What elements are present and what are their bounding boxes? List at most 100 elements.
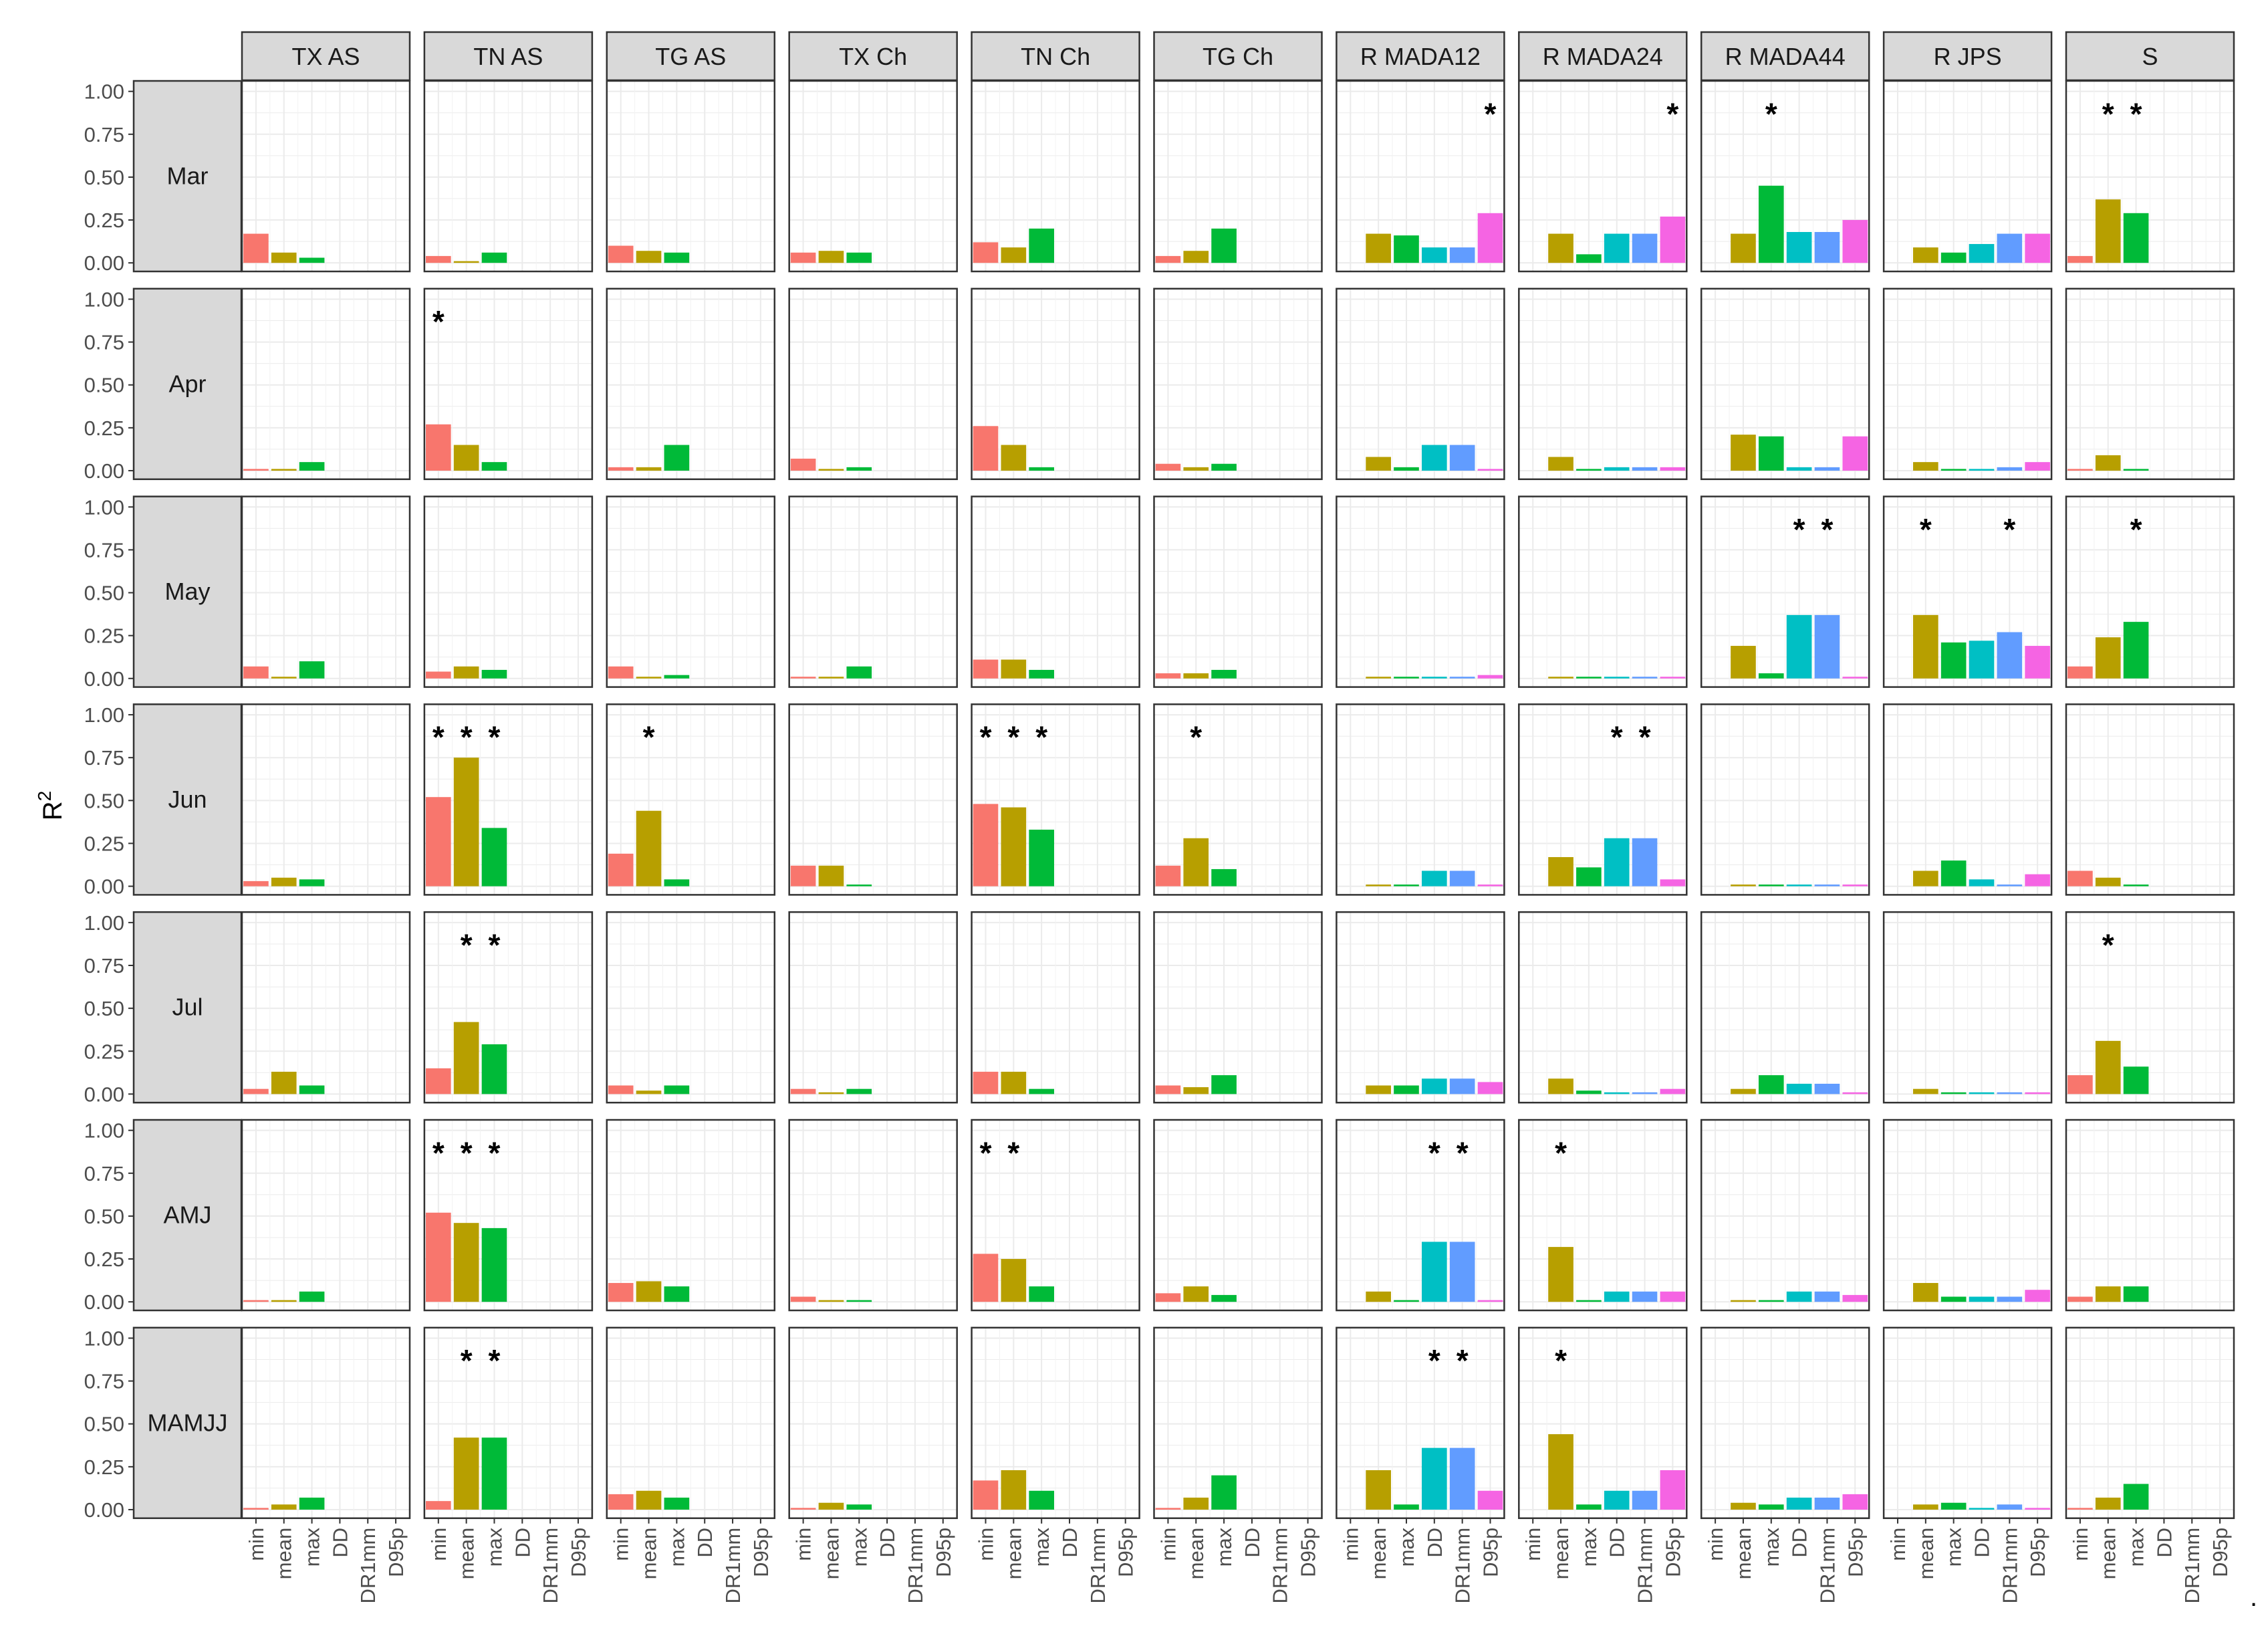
bar-mean <box>1366 457 1391 471</box>
panel-bars <box>2067 1286 2149 1302</box>
significance-star: * <box>1007 1135 1019 1170</box>
panel-bars <box>1366 1242 1503 1302</box>
facet-panel <box>606 287 776 481</box>
facet-panel <box>241 80 411 273</box>
facet-panel <box>241 287 411 481</box>
x-tick-label: max <box>1760 1527 1783 1566</box>
panel-gridlines <box>971 496 1140 687</box>
bar-mean <box>1001 807 1027 887</box>
panel-bars <box>1913 233 2051 263</box>
bar-max <box>2123 1286 2149 1302</box>
facet-panel: * * * <box>971 703 1140 896</box>
bar-min <box>243 469 269 471</box>
panel-gridlines <box>789 1327 957 1518</box>
panel-gridlines <box>1701 1120 1870 1310</box>
panel-border <box>241 80 411 273</box>
row-strip-bg <box>132 1119 243 1312</box>
x-axis-labels: min mean max DD DR1mm D95p <box>1521 1518 1684 1603</box>
panel-gridlines <box>1336 704 1505 895</box>
x-tick-label: D95p <box>1661 1528 1684 1577</box>
panel-stars: * * <box>1428 1343 1469 1378</box>
panel-border <box>1336 1119 1505 1312</box>
panel-gridlines <box>2066 704 2234 895</box>
significance-star: * <box>489 720 501 755</box>
panel-border <box>1882 911 2053 1104</box>
bar-min <box>608 467 634 471</box>
y-tick-label: 1.00 <box>84 1326 124 1350</box>
panel-stars: * <box>2130 512 2142 547</box>
significance-star: * <box>643 720 655 755</box>
y-axis-ticks: 1.00 0.75 0.50 0.25 0.00 <box>84 80 134 275</box>
bar-max <box>846 666 872 679</box>
y-tick-label: 0.00 <box>84 1290 124 1314</box>
bar-max <box>1576 1300 1602 1302</box>
bar-max <box>1940 1092 1967 1094</box>
panel-bars <box>608 1490 690 1510</box>
bar-mean <box>1366 1470 1391 1510</box>
significance-star: * <box>1007 720 1019 755</box>
bar-max <box>1576 1090 1602 1094</box>
panel-bars <box>1366 870 1503 887</box>
bar-max <box>481 669 507 679</box>
row-strip: Jul <box>132 911 243 1104</box>
y-tick-label: 0.25 <box>84 624 124 648</box>
panel-gridlines <box>1701 912 1870 1103</box>
y-tick-label: 0.00 <box>84 251 124 275</box>
panel-stars: * <box>1485 96 1497 131</box>
bar-min <box>243 666 269 679</box>
panel-border <box>2065 495 2235 688</box>
column-strip: R MADA24 <box>1518 31 1688 82</box>
y-tick-label: 0.75 <box>84 1370 124 1393</box>
panel-bars <box>1913 1088 2051 1094</box>
column-strip-label: R MADA24 <box>1543 43 1663 70</box>
panel-border <box>971 703 1140 896</box>
bar-DD <box>1421 1242 1447 1302</box>
panel-bars <box>425 1022 507 1094</box>
facet-panel <box>1518 911 1688 1104</box>
bar-D95p <box>1660 467 1686 471</box>
panel-bars <box>973 1072 1055 1094</box>
bar-max <box>1394 1300 1419 1302</box>
y-axis-ticks: 1.00 0.75 0.50 0.25 0.00 <box>84 287 134 483</box>
x-axis-labels: min mean max DD DR1mm D95p <box>427 1518 590 1603</box>
y-tick-label: 0.25 <box>84 1455 124 1479</box>
significance-star: * <box>2102 928 2114 963</box>
panel-border <box>1882 287 2053 481</box>
bar-D95p <box>2025 874 2051 887</box>
y-tick-label: 0.00 <box>84 875 124 899</box>
x-tick-label: DR1mm <box>1815 1528 1839 1604</box>
panel-gridlines <box>606 1327 775 1518</box>
bar-D95p <box>1842 1092 1868 1094</box>
column-strip-label: S <box>2142 43 2158 70</box>
bar-min <box>2067 1508 2093 1510</box>
bar-mean <box>636 251 662 263</box>
panel-gridlines <box>1154 81 1322 271</box>
x-tick-label: mean <box>1367 1528 1390 1580</box>
bar-DD <box>1421 247 1447 263</box>
bar-DD <box>1969 640 1995 679</box>
facet-panel <box>606 80 776 273</box>
facet-panel: * <box>1518 1119 1688 1312</box>
panel-bars <box>243 1072 325 1094</box>
panel-stars: * * <box>1611 720 1651 755</box>
bar-max <box>846 1504 872 1510</box>
x-tick-label: DR1mm <box>721 1528 745 1604</box>
panel-gridlines <box>789 1120 957 1310</box>
bar-min <box>790 1508 816 1510</box>
x-tick-label: max <box>848 1527 871 1566</box>
panel-border <box>606 1119 776 1312</box>
bar-DD <box>1786 1083 1812 1094</box>
bar-max <box>1394 235 1419 263</box>
bar-DR1mm <box>1997 1504 2023 1510</box>
panel-gridlines <box>606 81 775 271</box>
y-axis-title-text: R <box>38 801 68 820</box>
significance-star: * <box>432 720 445 755</box>
facet-panel: * <box>423 287 594 481</box>
bar-mean <box>1731 1300 1756 1302</box>
panel-bars <box>2067 455 2149 471</box>
facet-panel <box>971 287 1140 481</box>
facet-panel: * <box>1518 1326 1688 1520</box>
facet-panel <box>2065 1119 2235 1312</box>
panel-border <box>788 1119 958 1312</box>
bar-DD <box>1421 445 1447 471</box>
